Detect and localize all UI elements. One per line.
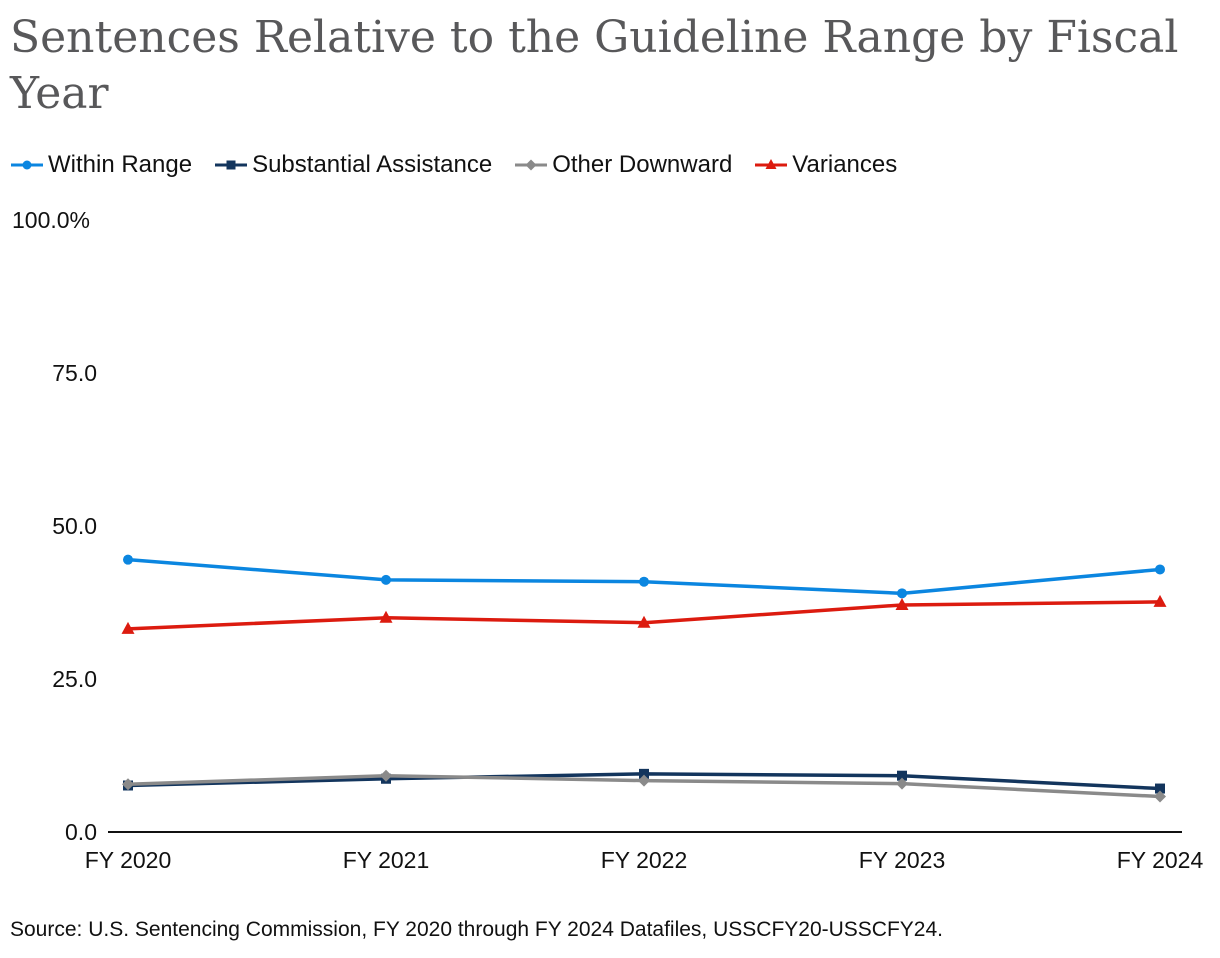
data-point-within-range-fy-2021[interactable] [381, 574, 391, 585]
x-tick-label: FY 2022 [601, 847, 688, 873]
y-tick-label: 75.0 [52, 360, 97, 386]
y-tick-label: 25.0 [52, 666, 97, 692]
data-point-within-range-fy-2022[interactable] [639, 576, 649, 587]
data-point-within-range-fy-2024[interactable] [1155, 564, 1165, 575]
legend-item-other-downward[interactable]: Other Downward [514, 151, 732, 179]
data-point-variances-fy-2021[interactable] [379, 610, 393, 623]
legend-label-variances: Variances [792, 151, 898, 178]
legend-item-within-range[interactable]: Within Range [10, 151, 192, 179]
chart-legend: Within Range Substantial Assistance Othe… [10, 150, 897, 180]
legend-swatch-substantial-assistance [215, 160, 248, 170]
x-tick-label: FY 2024 [1117, 847, 1204, 873]
series-variances [121, 594, 1167, 634]
series-line-within-range [126, 557, 1162, 596]
data-point-within-range-fy-2020[interactable] [123, 554, 133, 565]
data-point-within-range-fy-2023[interactable] [897, 588, 907, 599]
series-other-downward [122, 769, 1166, 803]
data-point-substantial-assistance-fy-2024[interactable] [1155, 783, 1165, 794]
x-tick-label: FY 2023 [859, 847, 946, 873]
data-point-variances-fy-2020[interactable] [121, 621, 135, 634]
x-tick-label: FY 2020 [85, 847, 172, 873]
legend-swatch-variances [755, 159, 788, 169]
data-point-substantial-assistance-fy-2023[interactable] [897, 770, 907, 781]
data-point-other-downward-fy-2022[interactable] [638, 774, 650, 787]
legend-label-other-downward: Other Downward [552, 151, 733, 178]
legend-label-within-range: Within Range [48, 151, 193, 178]
y-tick-label: 0.0 [65, 819, 97, 845]
data-point-other-downward-fy-2020[interactable] [122, 778, 134, 791]
y-axis-tick-labels: 0.0 25.0 50.0 75.0 100.0% [12, 207, 97, 845]
series-layer [121, 554, 1167, 803]
data-point-other-downward-fy-2021[interactable] [380, 769, 392, 782]
y-tick-label: 100.0% [12, 207, 90, 233]
chart-title: Sentences Relative to the Guideline Rang… [10, 12, 1179, 119]
x-tick-label: FY 2021 [343, 847, 430, 873]
legend-swatch-other-downward [515, 159, 548, 171]
legend-item-substantial-assistance[interactable]: Substantial Assistance [214, 151, 492, 179]
data-point-variances-fy-2022[interactable] [637, 615, 651, 628]
source-note: Source: U.S. Sentencing Commission, FY 2… [10, 918, 944, 941]
data-point-other-downward-fy-2023[interactable] [896, 777, 908, 790]
x-axis-tick-labels: FY 2020 FY 2021 FY 2022 FY 2023 FY 2024 [85, 847, 1204, 873]
legend-label-substantial-assistance: Substantial Assistance [252, 151, 493, 178]
data-point-variances-fy-2024[interactable] [1153, 594, 1167, 607]
data-point-variances-fy-2023[interactable] [895, 597, 909, 610]
y-tick-label: 50.0 [52, 513, 97, 539]
data-point-substantial-assistance-fy-2022[interactable] [639, 768, 649, 779]
legend-item-variances[interactable]: Variances [754, 151, 897, 179]
legend-swatch-within-range [11, 160, 43, 170]
series-within-range [123, 554, 1165, 599]
data-point-other-downward-fy-2024[interactable] [1154, 790, 1166, 803]
